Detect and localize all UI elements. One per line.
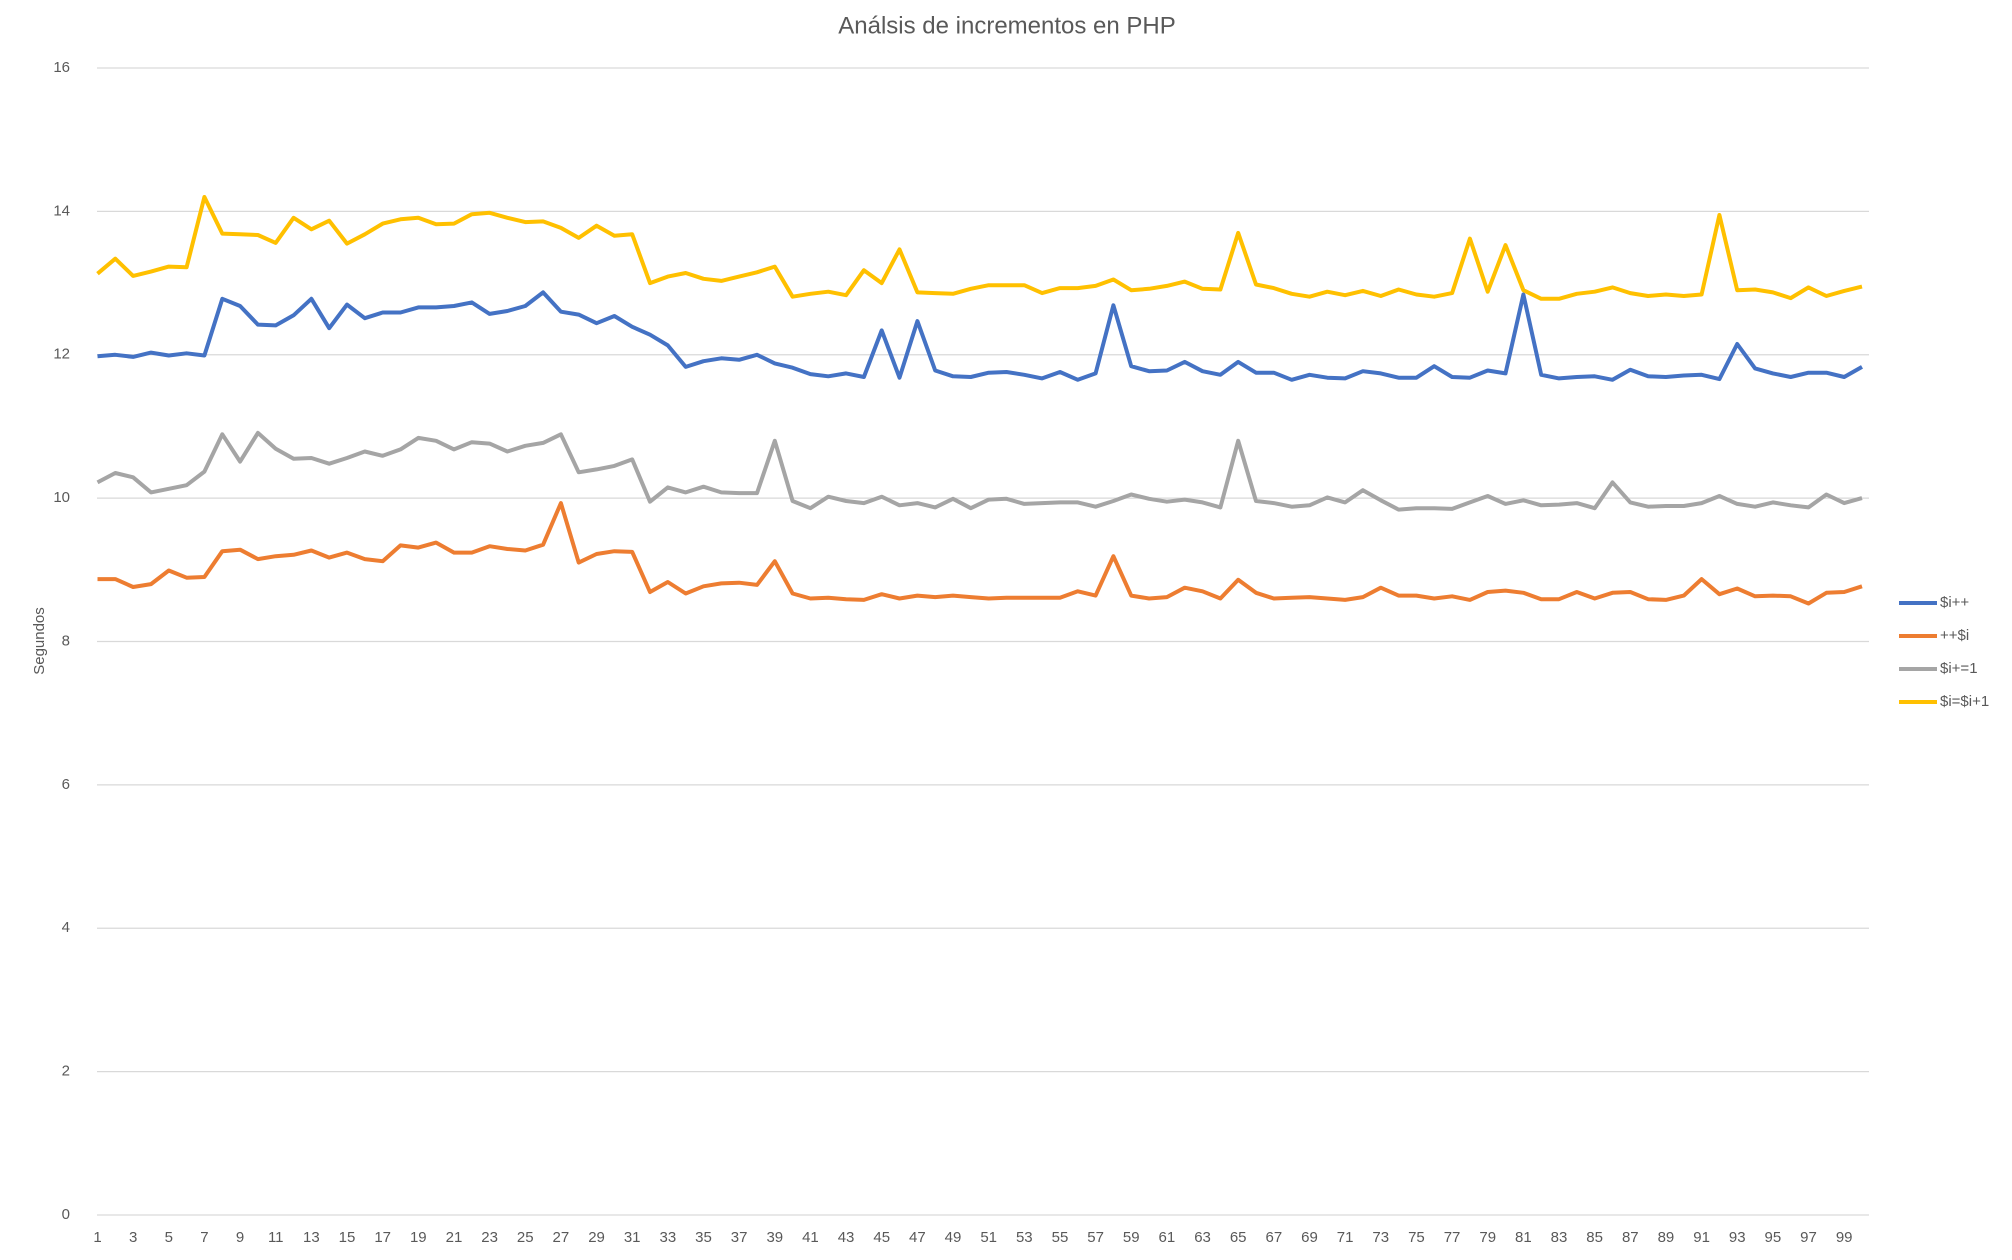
x-tick-label: 73 bbox=[1372, 1229, 1389, 1246]
legend-label: ++$i bbox=[1940, 627, 1969, 644]
x-tick-label: 27 bbox=[553, 1229, 570, 1246]
y-tick-label: 8 bbox=[62, 632, 70, 649]
legend-label: $i++ bbox=[1940, 594, 1969, 611]
x-tick-label: 21 bbox=[446, 1229, 463, 1246]
y-tick-label: 12 bbox=[53, 346, 70, 363]
x-tick-label: 85 bbox=[1586, 1229, 1603, 1246]
x-tick-label: 93 bbox=[1729, 1229, 1746, 1246]
chart-title: Análsis de incrementos en PHP bbox=[838, 12, 1176, 39]
x-tick-label: 97 bbox=[1800, 1229, 1817, 1246]
x-tick-label: 31 bbox=[624, 1229, 641, 1246]
y-tick-label: 10 bbox=[53, 489, 70, 506]
x-tick-label: 75 bbox=[1408, 1229, 1425, 1246]
x-tick-label: 49 bbox=[945, 1229, 962, 1246]
x-tick-label: 51 bbox=[980, 1229, 997, 1246]
x-tick-label: 95 bbox=[1765, 1229, 1782, 1246]
series-line bbox=[96, 195, 1863, 301]
x-tick-label: 77 bbox=[1444, 1229, 1461, 1246]
x-tick-label: 3 bbox=[129, 1229, 137, 1246]
x-tick-label: 63 bbox=[1194, 1229, 1211, 1246]
x-tick-label: 57 bbox=[1087, 1229, 1104, 1246]
x-tick-label: 17 bbox=[374, 1229, 391, 1246]
x-tick-label: 91 bbox=[1693, 1229, 1710, 1246]
x-tick-label: 15 bbox=[339, 1229, 356, 1246]
x-tick-label: 23 bbox=[481, 1229, 498, 1246]
y-tick-label: 0 bbox=[62, 1206, 70, 1223]
x-tick-label: 83 bbox=[1551, 1229, 1568, 1246]
x-tick-label: 29 bbox=[588, 1229, 605, 1246]
x-tick-label: 53 bbox=[1016, 1229, 1033, 1246]
x-tick-label: 13 bbox=[303, 1229, 320, 1246]
series-line bbox=[97, 501, 1863, 606]
x-tick-label: 5 bbox=[165, 1229, 173, 1246]
y-tick-label: 16 bbox=[53, 59, 70, 76]
x-tick-label: 45 bbox=[873, 1229, 890, 1246]
x-tick-label: 7 bbox=[200, 1229, 208, 1246]
x-tick-label: 71 bbox=[1337, 1229, 1354, 1246]
legend-label: $i+=1 bbox=[1940, 660, 1978, 677]
legend-label: $i=$i+1 bbox=[1940, 693, 1989, 710]
x-tick-label: 25 bbox=[517, 1229, 534, 1246]
y-tick-label: 6 bbox=[62, 776, 70, 793]
y-tick-label: 4 bbox=[62, 919, 70, 936]
x-tick-label: 69 bbox=[1301, 1229, 1318, 1246]
x-tick-label: 37 bbox=[731, 1229, 748, 1246]
x-tick-label: 19 bbox=[410, 1229, 427, 1246]
x-tick-label: 79 bbox=[1479, 1229, 1496, 1246]
x-tick-label: 65 bbox=[1230, 1229, 1247, 1246]
x-tick-label: 35 bbox=[695, 1229, 712, 1246]
x-tick-label: 1 bbox=[93, 1229, 101, 1246]
y-axis-label: Segundos bbox=[31, 607, 48, 675]
x-tick-label: 89 bbox=[1658, 1229, 1675, 1246]
x-tick-label: 67 bbox=[1265, 1229, 1282, 1246]
x-tick-label: 9 bbox=[236, 1229, 244, 1246]
x-tick-label: 99 bbox=[1836, 1229, 1853, 1246]
x-tick-label: 47 bbox=[909, 1229, 926, 1246]
x-tick-label: 81 bbox=[1515, 1229, 1532, 1246]
x-tick-label: 55 bbox=[1052, 1229, 1069, 1246]
x-tick-label: 43 bbox=[838, 1229, 855, 1246]
x-tick-label: 59 bbox=[1123, 1229, 1140, 1246]
x-tick-label: 11 bbox=[268, 1229, 284, 1246]
x-tick-label: 41 bbox=[802, 1229, 819, 1246]
x-tick-label: 39 bbox=[766, 1229, 783, 1246]
x-tick-label: 87 bbox=[1622, 1229, 1639, 1246]
series-line bbox=[96, 430, 1863, 512]
y-tick-label: 2 bbox=[62, 1063, 70, 1080]
y-tick-label: 14 bbox=[53, 202, 70, 219]
x-tick-label: 61 bbox=[1159, 1229, 1176, 1246]
x-tick-label: 33 bbox=[659, 1229, 676, 1246]
series-line bbox=[97, 290, 1863, 382]
